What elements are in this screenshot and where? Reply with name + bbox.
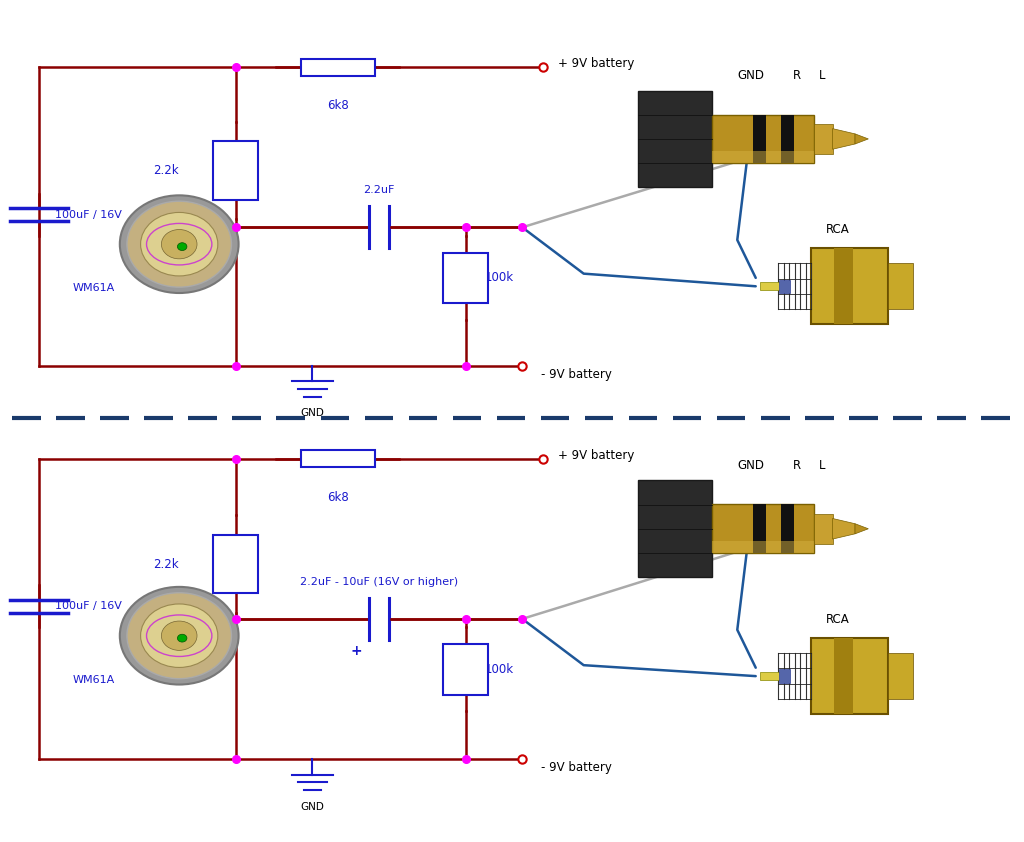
Circle shape: [127, 593, 231, 679]
Circle shape: [162, 621, 197, 650]
Text: - 9V battery: - 9V battery: [541, 761, 611, 775]
Text: 6k8: 6k8: [327, 99, 349, 112]
Bar: [888, 653, 913, 699]
Bar: [779, 669, 790, 683]
Text: + 9V battery: + 9V battery: [558, 57, 635, 71]
Bar: [834, 248, 853, 324]
Text: 100k: 100k: [484, 271, 513, 285]
Bar: [760, 672, 782, 680]
Text: RCA: RCA: [825, 613, 850, 626]
Bar: [712, 504, 814, 553]
Bar: [811, 248, 888, 324]
Circle shape: [162, 230, 197, 258]
Bar: [301, 450, 375, 467]
Circle shape: [140, 212, 218, 276]
Bar: [888, 263, 913, 309]
Bar: [760, 282, 782, 290]
Circle shape: [127, 201, 231, 287]
Bar: [814, 514, 833, 544]
Text: 100k: 100k: [484, 663, 513, 676]
Text: GND: GND: [300, 408, 325, 418]
Text: 2.2k: 2.2k: [154, 164, 179, 177]
Bar: [814, 124, 833, 153]
Polygon shape: [855, 134, 868, 144]
Text: L: L: [819, 459, 825, 472]
Circle shape: [177, 634, 187, 642]
Text: +: +: [350, 644, 362, 658]
Bar: [443, 253, 488, 303]
Text: 100uF / 16V: 100uF / 16V: [55, 601, 122, 611]
Bar: [781, 504, 794, 553]
Bar: [712, 115, 814, 163]
Bar: [753, 115, 766, 163]
Circle shape: [120, 587, 239, 685]
Bar: [712, 541, 814, 553]
Text: R: R: [793, 69, 801, 82]
Circle shape: [120, 195, 239, 293]
Text: L: L: [819, 69, 825, 82]
Text: R: R: [793, 459, 801, 472]
Circle shape: [140, 604, 218, 668]
Bar: [779, 280, 790, 293]
Bar: [638, 480, 712, 578]
Text: GND: GND: [300, 802, 325, 812]
Bar: [753, 504, 766, 553]
Text: + 9V battery: + 9V battery: [558, 449, 635, 462]
Text: 2.2uF: 2.2uF: [364, 185, 394, 195]
Text: RCA: RCA: [825, 223, 850, 236]
Text: WM61A: WM61A: [73, 674, 115, 685]
Text: 100uF / 16V: 100uF / 16V: [55, 210, 122, 220]
Text: 2.2k: 2.2k: [154, 557, 179, 571]
Text: 6k8: 6k8: [327, 491, 349, 504]
Bar: [811, 638, 888, 714]
Text: - 9V battery: - 9V battery: [541, 368, 611, 381]
Text: GND: GND: [737, 459, 764, 472]
Bar: [443, 644, 488, 695]
Bar: [712, 152, 814, 163]
Bar: [834, 638, 853, 714]
Bar: [638, 90, 712, 188]
Bar: [213, 535, 258, 594]
Polygon shape: [855, 524, 868, 534]
Polygon shape: [833, 129, 855, 149]
Bar: [301, 59, 375, 76]
Circle shape: [177, 242, 187, 251]
Text: 2.2uF - 10uF (16V or higher): 2.2uF - 10uF (16V or higher): [300, 577, 458, 587]
Polygon shape: [833, 519, 855, 539]
Text: GND: GND: [737, 69, 764, 82]
Bar: [781, 115, 794, 163]
Bar: [213, 141, 258, 200]
Text: WM61A: WM61A: [73, 283, 115, 293]
